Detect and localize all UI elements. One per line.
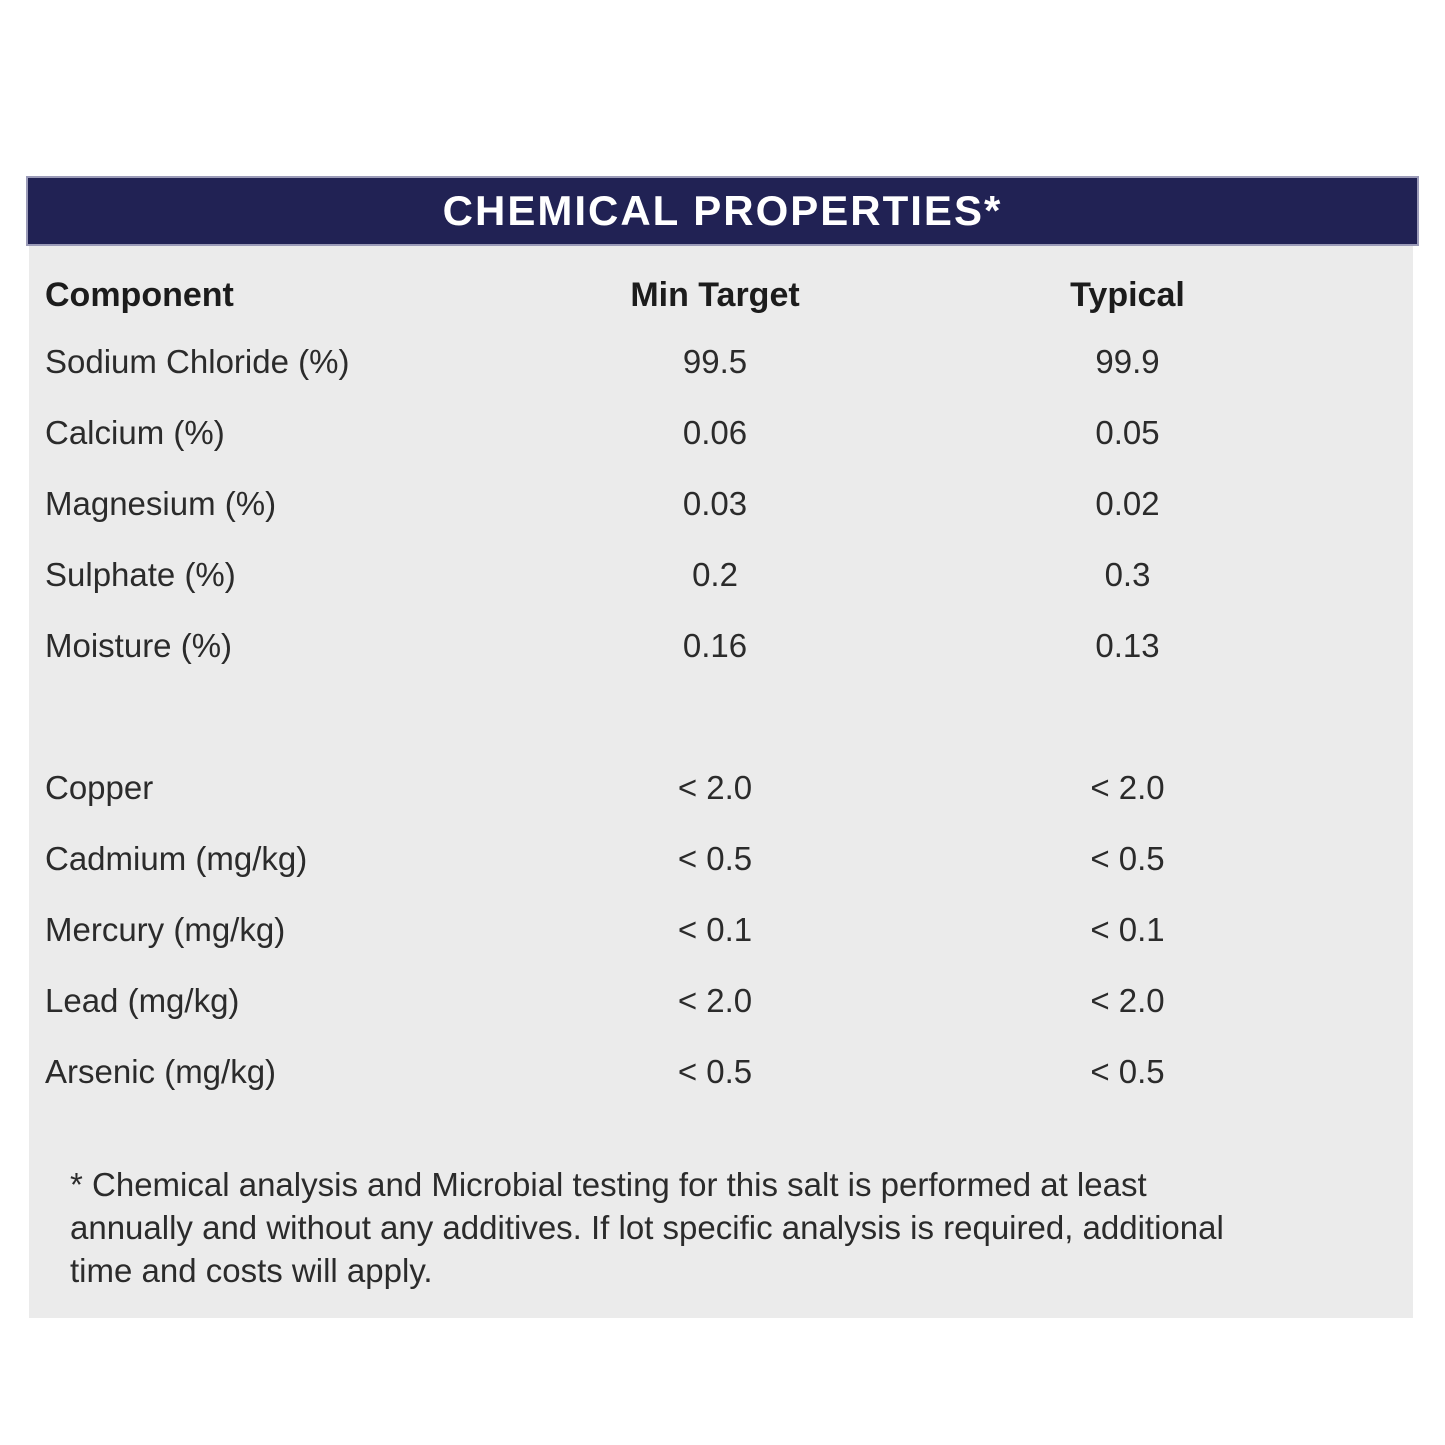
footnote-line: time and costs will apply. xyxy=(70,1252,433,1289)
component-cell: Moisture (%) xyxy=(45,626,233,664)
table-row: Copper < 2.0 < 2.0 xyxy=(45,752,1413,823)
table-row: Magnesium (%) 0.03 0.02 xyxy=(45,468,1413,539)
typical-cell: 0.13 xyxy=(1095,626,1160,664)
column-header-min-target: Min Target xyxy=(630,275,800,314)
min-target-cell: < 0.5 xyxy=(677,839,753,877)
typical-cell: < 0.5 xyxy=(1090,1052,1165,1090)
min-target-cell: 0.06 xyxy=(682,413,748,451)
chemical-properties-panel: Component Min Target Typical Sodium Chlo… xyxy=(29,246,1413,1318)
typical-cell: < 2.0 xyxy=(1090,768,1165,806)
component-cell: Magnesium (%) xyxy=(45,484,277,522)
footnote-line: * Chemical analysis and Microbial testin… xyxy=(70,1166,1147,1203)
typical-cell: 0.05 xyxy=(1095,413,1160,451)
component-cell: Mercury (mg/kg) xyxy=(45,910,286,948)
table-header-row: Component Min Target Typical xyxy=(45,264,1413,326)
typical-cell: < 2.0 xyxy=(1090,981,1165,1019)
table-row: Sodium Chloride (%) 99.5 99.9 xyxy=(45,326,1413,397)
min-target-cell: 0.16 xyxy=(682,626,748,664)
typical-cell: < 0.1 xyxy=(1090,910,1165,948)
footnote: * Chemical analysis and Microbial testin… xyxy=(45,1163,1413,1292)
component-cell: Cadmium (mg/kg) xyxy=(45,839,308,877)
min-target-cell: < 2.0 xyxy=(677,981,753,1019)
column-header-typical: Typical xyxy=(1070,275,1185,314)
table-row: Calcium (%) 0.06 0.05 xyxy=(45,397,1413,468)
typical-cell: 99.9 xyxy=(1095,342,1160,380)
typical-cell: 0.02 xyxy=(1095,484,1160,522)
group-divider-gap xyxy=(45,681,1413,752)
table-row: Lead (mg/kg) < 2.0 < 2.0 xyxy=(45,965,1413,1036)
table-row: Moisture (%) 0.16 0.13 xyxy=(45,610,1413,681)
component-cell: Calcium (%) xyxy=(45,413,225,451)
typical-cell: < 0.5 xyxy=(1090,839,1165,877)
min-target-cell: 0.2 xyxy=(692,555,738,593)
component-cell: Sulphate (%) xyxy=(45,555,236,593)
component-cell: Lead (mg/kg) xyxy=(45,981,240,1019)
typical-cell: 0.3 xyxy=(1104,555,1151,593)
table-row: Mercury (mg/kg) < 0.1 < 0.1 xyxy=(45,894,1413,965)
min-target-cell: 0.03 xyxy=(682,484,748,522)
table-row: Cadmium (mg/kg) < 0.5 < 0.5 xyxy=(45,823,1413,894)
table-title: CHEMICAL PROPERTIES* xyxy=(442,187,1003,234)
min-target-cell: < 0.1 xyxy=(677,910,753,948)
table-row: Sulphate (%) 0.2 0.3 xyxy=(45,539,1413,610)
min-target-cell: < 2.0 xyxy=(677,768,753,806)
min-target-cell: 99.5 xyxy=(682,342,748,380)
footnote-line: annually and without any additives. If l… xyxy=(70,1209,1224,1246)
component-cell: Arsenic (mg/kg) xyxy=(45,1052,277,1090)
component-cell: Copper xyxy=(45,768,154,806)
table-row: Arsenic (mg/kg) < 0.5 < 0.5 xyxy=(45,1036,1413,1107)
column-header-component: Component xyxy=(45,275,234,314)
table-title-bar: CHEMICAL PROPERTIES* xyxy=(26,176,1419,246)
min-target-cell: < 0.5 xyxy=(677,1052,753,1090)
component-cell: Sodium Chloride (%) xyxy=(45,342,350,380)
